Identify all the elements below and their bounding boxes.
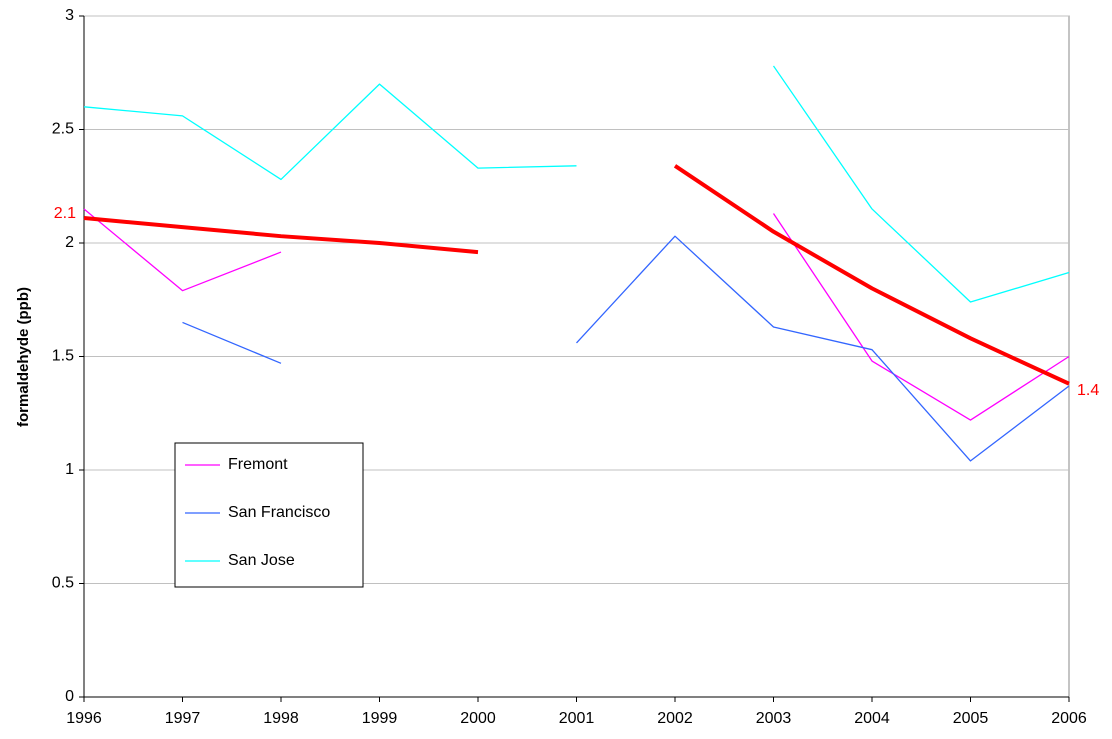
legend-label: San Francisco bbox=[228, 504, 330, 521]
x-tick-label: 1997 bbox=[165, 710, 201, 727]
x-tick-label: 2004 bbox=[854, 710, 890, 727]
x-tick-label: 2000 bbox=[460, 710, 496, 727]
x-tick-label: 2006 bbox=[1051, 710, 1087, 727]
x-tick-label: 2001 bbox=[559, 710, 595, 727]
legend-box bbox=[174, 442, 364, 588]
x-tick-label: 2003 bbox=[756, 710, 792, 727]
legend-label: San Jose bbox=[228, 552, 295, 569]
y-tick-label: 3 bbox=[65, 7, 74, 24]
y-tick-label: 2 bbox=[65, 234, 74, 251]
x-tick-label: 2002 bbox=[657, 710, 693, 727]
value-label: 1.4 bbox=[1077, 382, 1099, 399]
y-tick-label: 0.5 bbox=[52, 575, 74, 592]
legend-label: Fremont bbox=[228, 456, 288, 473]
series-line bbox=[83, 65, 1070, 303]
y-tick-label: 2.5 bbox=[52, 121, 74, 138]
x-tick-label: 1996 bbox=[66, 710, 102, 727]
x-tick-label: 1999 bbox=[362, 710, 398, 727]
trend-line bbox=[83, 164, 1070, 386]
y-tick-label: 1 bbox=[65, 461, 74, 478]
series-line bbox=[83, 208, 1070, 421]
value-label: 2.1 bbox=[54, 205, 76, 222]
x-tick-label: 2005 bbox=[953, 710, 989, 727]
x-tick-label: 1998 bbox=[263, 710, 299, 727]
series-line bbox=[182, 235, 1070, 462]
y-tick-label: 0 bbox=[65, 688, 74, 705]
y-axis-label: formaldehyde (ppb) bbox=[15, 287, 32, 427]
y-tick-label: 1.5 bbox=[52, 348, 74, 365]
